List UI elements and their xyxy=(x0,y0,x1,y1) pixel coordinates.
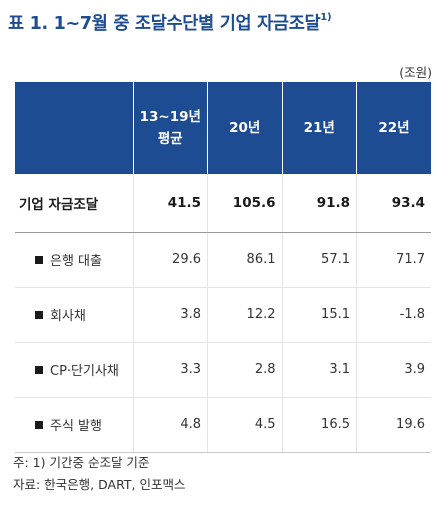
header-blank xyxy=(15,82,133,174)
cell-value: 86.1 xyxy=(207,232,282,288)
footnotes: 주: 1) 기간중 순조달 기준 자료: 한국은행, DART, 인포맥스 xyxy=(13,452,185,496)
cell-value: 15.1 xyxy=(281,287,357,343)
cell-value: 3.1 xyxy=(281,342,357,398)
cell-value: 3.3 xyxy=(132,342,208,398)
funding-table: 13~19년 평균 20년 21년 22년 기업 자금조달 41.5 105.6… xyxy=(15,82,431,453)
table-row: 주식 발행 4.8 4.5 16.5 19.6 xyxy=(15,397,431,453)
cell-value: 4.5 xyxy=(207,397,282,453)
cell-value: 57.1 xyxy=(281,232,357,288)
source-note: 자료: 한국은행, DART, 인포맥스 xyxy=(13,477,186,492)
cell-value: 29.6 xyxy=(132,232,208,288)
bullet-square-icon xyxy=(35,256,43,264)
cell-value: 19.6 xyxy=(356,397,431,453)
cell-value: 71.7 xyxy=(356,232,431,288)
table-title: 표 1. 1~7월 중 조달수단별 기업 자금조달1) xyxy=(8,10,332,35)
header-20: 20년 xyxy=(207,82,282,174)
cell-value: 12.2 xyxy=(207,287,282,343)
table-row: CP·단기사채 3.3 2.8 3.1 3.9 xyxy=(15,342,431,398)
total-row: 기업 자금조달 41.5 105.6 91.8 93.4 xyxy=(15,174,431,233)
cell-value: 2.8 xyxy=(207,342,282,398)
header-row: 13~19년 평균 20년 21년 22년 xyxy=(15,82,431,174)
table-row: 은행 대출 29.6 86.1 57.1 71.7 xyxy=(15,232,431,288)
cell-value: 3.9 xyxy=(356,342,431,398)
row-label: 은행 대출 xyxy=(50,254,102,269)
cell-value: -1.8 xyxy=(356,287,431,343)
cell-value: 93.4 xyxy=(356,174,431,233)
header-22: 22년 xyxy=(356,82,431,174)
cell-value: 105.6 xyxy=(207,174,282,233)
row-label: CP·단기사채 xyxy=(50,364,119,379)
header-13-19-avg: 13~19년 평균 xyxy=(132,82,208,174)
title-footnote-mark: 1) xyxy=(320,12,332,24)
row-label: 회사채 xyxy=(50,309,86,324)
cell-value: 4.8 xyxy=(132,397,208,453)
cell-value: 41.5 xyxy=(132,174,208,233)
row-label: 주식 발행 xyxy=(50,419,102,434)
bullet-square-icon xyxy=(35,366,43,374)
cell-value: 16.5 xyxy=(281,397,357,453)
footnote-1: 주: 1) 기간중 순조달 기준 xyxy=(13,455,150,470)
unit-label: (조원) xyxy=(399,65,432,80)
cell-value: 91.8 xyxy=(281,174,357,233)
bullet-square-icon xyxy=(35,421,43,429)
table-row: 회사채 3.8 12.2 15.1 -1.8 xyxy=(15,287,431,343)
title-text: 표 1. 1~7월 중 조달수단별 기업 자금조달 xyxy=(8,14,321,34)
bullet-square-icon xyxy=(35,311,43,319)
header-21: 21년 xyxy=(281,82,357,174)
row-label: 기업 자금조달 xyxy=(15,174,133,233)
cell-value: 3.8 xyxy=(132,287,208,343)
